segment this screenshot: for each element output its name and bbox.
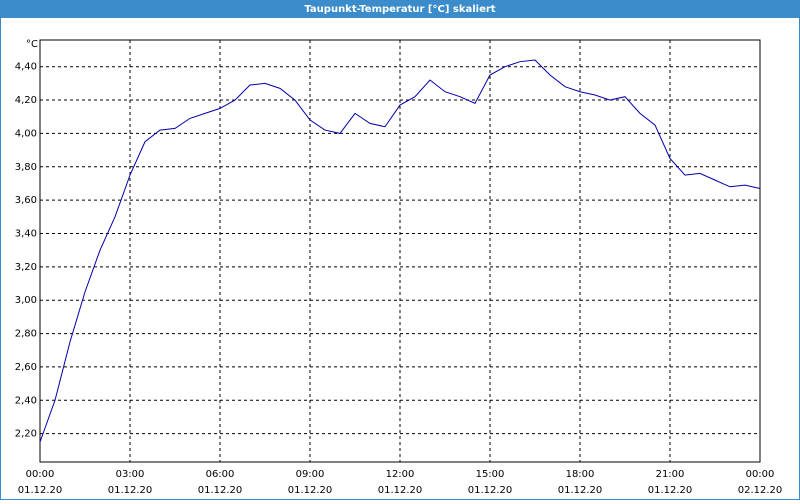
y-tick-label: 3,00 [15,295,37,306]
x-tick-date: 01.12.20 [288,485,333,496]
x-tick-date: 01.12.20 [108,485,153,496]
y-tick-label: 2,40 [15,395,37,406]
y-tick-label: 4,40 [15,62,37,73]
y-tick-label: 2,60 [15,362,37,373]
x-tick-label: 06:00 [206,469,235,480]
x-tick-date: 01.12.20 [468,485,513,496]
title-bar [0,0,800,18]
x-tick-label: 21:00 [656,469,685,480]
y-tick-label: 3,40 [15,228,37,239]
y-tick-label: 3,20 [15,262,37,273]
x-tick-date: 01.12.20 [18,485,63,496]
x-tick-label: 00:00 [26,469,55,480]
y-tick-label: 2,80 [15,329,37,340]
x-tick-date: 01.12.20 [198,485,243,496]
y-unit: °C [26,39,38,50]
x-tick-date: 01.12.20 [378,485,423,496]
x-tick-label: 09:00 [296,469,325,480]
data-line [39,59,761,443]
y-tick-label: 4,20 [15,95,37,106]
y-tick-label: 3,60 [15,195,37,206]
x-tick-label: 12:00 [386,469,415,480]
x-tick-date: 01.12.20 [648,485,693,496]
chart-title: Taupunkt-Temperatur [°C] skaliert [304,4,495,15]
y-tick-label: 2,20 [15,429,37,440]
y-tick-label: 4,00 [15,128,37,139]
x-tick-label: 00:00 [746,469,775,480]
x-tick-date: 02.12.20 [738,485,783,496]
x-tick-date: 01.12.20 [558,485,603,496]
x-tick-label: 03:00 [116,469,145,480]
x-tick-label: 15:00 [476,469,505,480]
y-tick-label: 3,80 [15,162,37,173]
x-tick-label: 18:00 [566,469,595,480]
